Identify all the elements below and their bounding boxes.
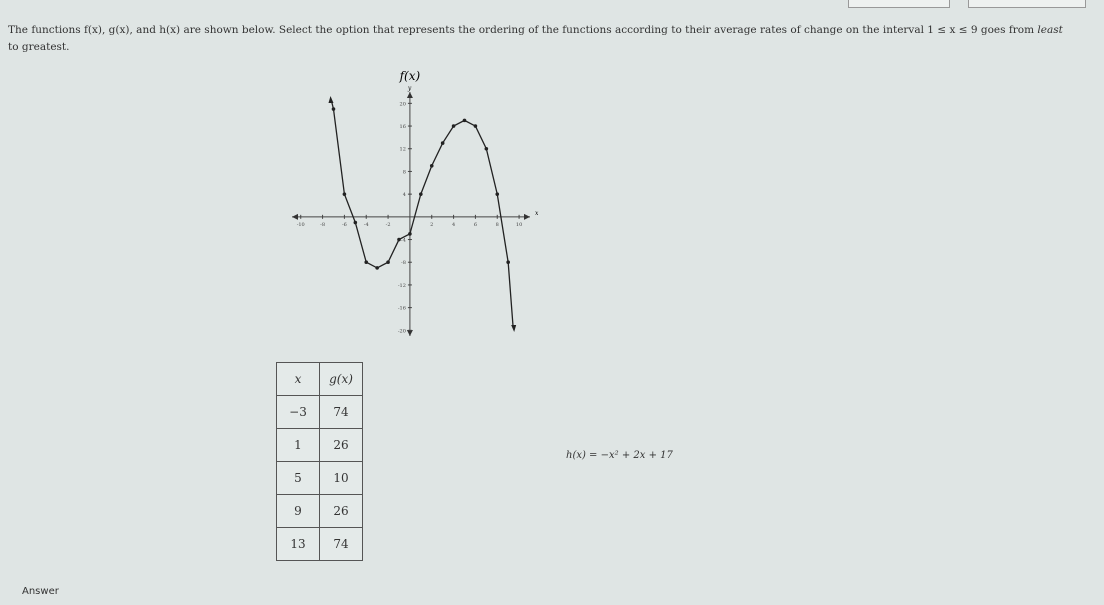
- point: [440, 141, 445, 145]
- x-tick-label: -10: [297, 222, 305, 228]
- point: [506, 260, 510, 265]
- y-tick-label: -16: [398, 306, 406, 312]
- table-header: x: [276, 362, 320, 396]
- h-formula: h(x) = −x² + 2x + 17: [566, 450, 673, 461]
- point: [353, 220, 358, 225]
- point: [419, 192, 423, 196]
- point: [451, 124, 456, 128]
- y-tick-label: -8: [401, 260, 406, 266]
- curve-end: [330, 100, 514, 329]
- arrow: [292, 92, 530, 336]
- x-tick-label: 8: [496, 222, 499, 228]
- point: [484, 146, 489, 151]
- table-cell: 74: [319, 395, 363, 429]
- x-tick-label: 6: [474, 222, 477, 228]
- point: [462, 118, 467, 123]
- y-tick-label: 8: [403, 169, 406, 175]
- curve: [332, 108, 509, 269]
- y-axis-label: y: [407, 85, 412, 92]
- table-cell: 5: [276, 461, 320, 495]
- table-cell: 10: [319, 461, 363, 495]
- table-cell: 26: [319, 428, 363, 462]
- point: [408, 232, 412, 236]
- answer-label: Answer: [22, 586, 59, 597]
- point: [473, 124, 478, 128]
- point: [342, 192, 347, 196]
- point: [331, 107, 336, 111]
- y-tick-label: -20: [398, 328, 406, 334]
- x-tick-label: 2: [430, 222, 433, 228]
- table-cell: 26: [319, 494, 363, 528]
- y-tick-label: -12: [398, 283, 406, 289]
- y-tick-label: 20: [400, 101, 406, 107]
- y-tick-label: 4: [403, 192, 406, 198]
- x-tick-label: -4: [364, 222, 369, 228]
- table-cell: −3: [276, 395, 320, 429]
- y-tick-label: 16: [400, 124, 406, 130]
- question-text: to greatest.: [8, 41, 70, 53]
- x-tick-label: -6: [342, 222, 347, 228]
- point: [375, 266, 379, 270]
- point: [364, 260, 369, 265]
- button[interactable]: [968, 0, 1086, 8]
- y-tick-label: -4: [401, 238, 406, 244]
- point: [429, 163, 434, 168]
- arrow: [328, 96, 517, 332]
- x-axis-label: x: [535, 210, 539, 217]
- button[interactable]: [848, 0, 950, 8]
- x-tick-label: 10: [516, 222, 522, 228]
- table-cell: 13: [276, 527, 320, 561]
- point: [495, 192, 500, 196]
- question: The functions f(x), g(x), and h(x) are s…: [8, 22, 1068, 56]
- question-emphasis: least: [1037, 24, 1063, 36]
- question-text: The functions f(x), g(x), and h(x) are s…: [8, 24, 1035, 36]
- table-header: g(x): [319, 362, 363, 396]
- table-cell: 1: [276, 428, 320, 462]
- x-tick-label: 4: [452, 222, 455, 228]
- table-cell: 9: [276, 494, 320, 528]
- x-tick-label: -2: [386, 222, 391, 228]
- y-tick-label: 12: [400, 147, 406, 153]
- g-table: x g(x) −3 74 1 26 5 10 9 26 13 74: [276, 362, 363, 561]
- point: [386, 260, 390, 265]
- graph-title: f(x): [399, 69, 421, 83]
- point: [397, 237, 401, 242]
- x-tick-label: -8: [320, 222, 325, 228]
- table-cell: 74: [319, 527, 363, 561]
